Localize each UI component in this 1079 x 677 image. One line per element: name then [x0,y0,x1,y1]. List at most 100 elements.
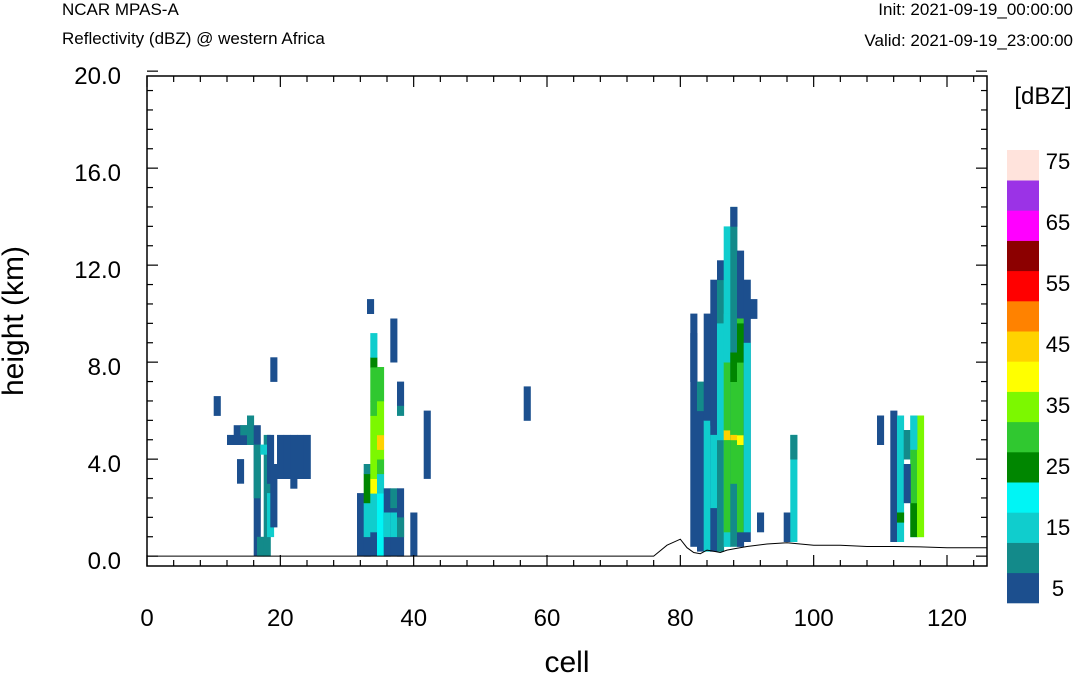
reflectivity-cell-19 [303,434,311,479]
reflectivity-cell-23 [363,536,371,557]
colorbar-label-55: 55 [1046,271,1070,296]
reflectivity-cell-50 [390,318,398,363]
colorbar-swatch-70 [1007,180,1039,211]
reflectivity-cell-40 [377,434,385,450]
reflectivity-cell-10 [260,444,268,455]
colorbar-swatch-60 [1007,240,1039,272]
reflectivity-cell-16 [283,434,291,479]
reflectivity-cell-97 [910,449,918,504]
reflectivity-cell-57 [690,333,698,382]
plot-area [147,76,987,566]
reflectivity-cell-54 [423,410,431,479]
reflectivity-cell-2 [233,425,241,445]
reflectivity-cell-61 [703,313,711,421]
reflectivity-cell-56 [690,313,698,547]
reflectivity-cell-28 [370,493,378,533]
reflectivity-cell-75 [730,434,738,441]
reflectivity-cell-21 [237,459,245,484]
reflectivity-cell-59 [697,381,705,412]
reflectivity-cell-51 [397,381,405,407]
colorbar-swatch-65 [1007,210,1039,241]
reflectivity-cell-80 [737,434,745,445]
reflectivity-cell-26 [363,464,371,475]
colorbar [1007,150,1039,604]
reflectivity-cell-33 [370,357,378,368]
reflectivity-cell-13 [270,464,278,528]
reflectivity-cell-42 [377,367,385,402]
reflectivity-cell-27 [370,531,378,557]
colorbar-swatch-20 [1007,482,1039,513]
chart-subtitle: Reflectivity (dBZ) @ western Africa [62,29,325,48]
reflectivity-cell-5 [240,425,248,436]
x-tick-80: 80 [667,605,694,632]
reflectivity-cell-24 [363,502,371,538]
reflectivity-cells [213,206,925,557]
y-tick-4: 4.0 [88,451,121,478]
reflectivity-cell-46 [390,512,398,538]
reflectivity-cell-91 [890,410,898,542]
reflectivity-cell-58 [697,410,705,552]
reflectivity-cell-76 [730,352,738,382]
reflectivity-cell-52 [397,405,405,416]
model-title: NCAR MPAS-A [62,0,179,19]
reflectivity-cell-39 [377,449,385,460]
axis-ticks [146,70,987,566]
colorbar-label-5: 5 [1052,576,1064,601]
reflectivity-cell-89 [790,434,798,460]
reflectivity-cell-4 [247,415,255,445]
terrain [147,538,987,557]
y-tick-12: 12.0 [74,257,121,284]
reflectivity-cell-22 [357,493,365,557]
reflectivity-cell-0 [213,396,221,416]
reflectivity-cell-77 [730,206,738,227]
reflectivity-cell-94 [903,430,911,460]
reflectivity-cell-72 [723,313,731,363]
reflectivity-cell-84 [743,342,751,533]
x-tick-100: 100 [794,605,834,632]
colorbar-label-75: 75 [1046,149,1070,174]
reflectivity-cell-69 [723,439,731,533]
colorbar-label-25: 25 [1046,454,1070,479]
init-time: Init: 2021-09-19_00:00:00 [878,0,1073,19]
colorbar-swatch-50 [1007,301,1039,332]
reflectivity-cell-71 [723,362,731,431]
reflectivity-cell-44 [383,512,391,538]
x-tick-20: 20 [267,605,294,632]
reflectivity-cell-47 [390,488,398,509]
y-tick-0: 0.0 [88,548,121,575]
reflectivity-cell-18 [297,434,305,479]
reflectivity-cell-92 [897,415,905,542]
colorbar-swatch-25 [1007,452,1039,483]
x-tick-0: 0 [140,605,153,632]
reflectivity-cell-49 [397,517,405,538]
x-tick-60: 60 [534,605,561,632]
reflectivity-cell-36 [377,493,385,557]
reflectivity-cell-66 [717,323,725,441]
terrain-line [147,538,987,557]
x-tick-120: 120 [927,605,967,632]
reflectivity-cell-90 [877,415,885,445]
colorbar-swatch-75 [1007,150,1039,181]
reflectivity-cell-98 [917,415,925,538]
colorbar-swatch-15 [1007,512,1039,543]
reflectivity-cell-86 [757,512,765,533]
colorbar-swatch-30 [1007,421,1039,453]
reflectivity-cell-60 [703,420,711,552]
reflectivity-cell-99 [910,415,918,450]
colorbar-label-45: 45 [1046,332,1070,357]
reflectivity-cell-37 [377,473,385,494]
y-axis-label: height (km) [0,246,30,396]
reflectivity-cell-30 [370,415,378,479]
reflectivity-cell-7 [253,444,261,499]
y-tick-8: 8.0 [88,354,121,381]
reflectivity-cell-100 [903,464,911,504]
reflectivity-cell-8 [257,536,265,557]
reflectivity-cell-88 [790,434,798,542]
reflectivity-cell-67 [717,260,725,281]
reflectivity-cell-38 [377,459,385,475]
colorbar-swatch-10 [1007,542,1039,574]
y-tick-16: 16.0 [74,160,121,187]
reflectivity-cell-64 [710,279,718,426]
colorbar-swatch-35 [1007,391,1039,423]
